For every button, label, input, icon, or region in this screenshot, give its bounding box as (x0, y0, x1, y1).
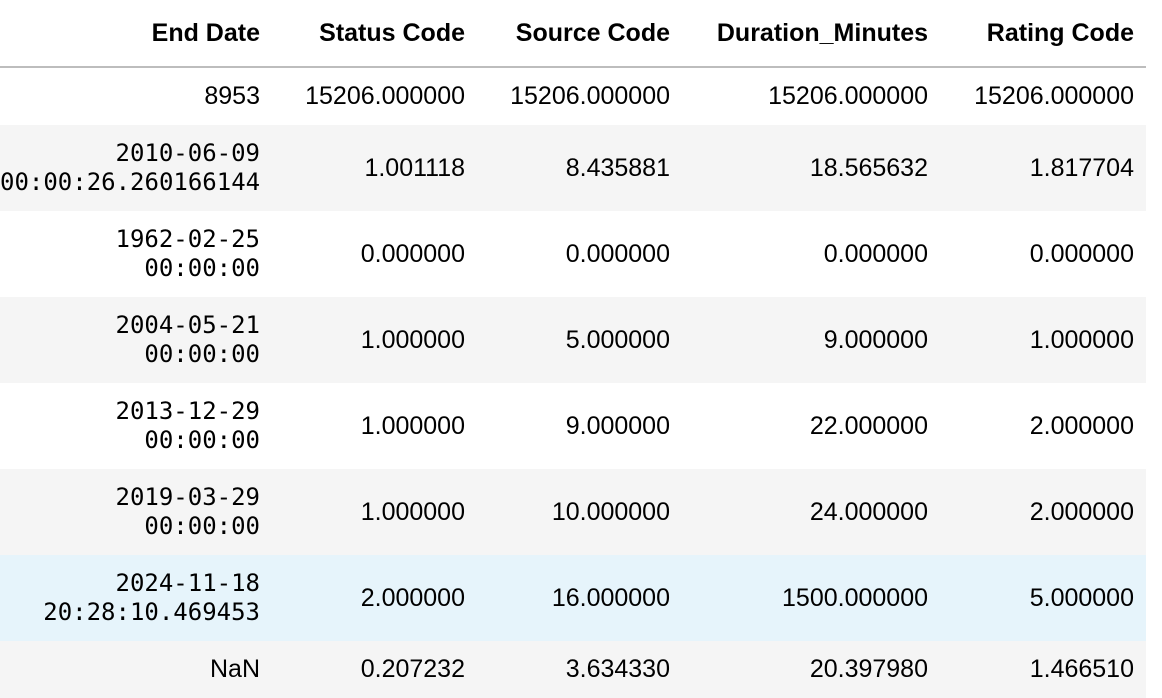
cell-duration-minutes: 0.000000 (823, 239, 928, 268)
cell-status-code: 1.000000 (360, 325, 465, 354)
cell-end-date: NaN (209, 655, 260, 683)
column-header-rating-code: Rating Code (940, 0, 1146, 68)
cell-duration-minutes: 15206.000000 (768, 82, 928, 110)
table-header: End Date Status Code Source Code Duratio… (0, 0, 1146, 68)
cell-end-date: 2013-12-29 00:00:00 (115, 397, 261, 454)
cell-duration-minutes: 20.397980 (809, 655, 928, 683)
cell-status-code: 15206.000000 (305, 82, 465, 110)
cell-rating-code: 1.000000 (1029, 325, 1134, 354)
cell-status-code: 0.207232 (360, 655, 465, 683)
table-row: 2019-03-29 00:00:00 1.000000 10.000000 2… (0, 469, 1146, 555)
cell-source-code: 0.000000 (565, 239, 670, 268)
column-header-status-code: Status Code (272, 0, 477, 68)
column-header-source-code: Source Code (477, 0, 682, 68)
table-row: 2004-05-21 00:00:00 1.000000 5.000000 9.… (0, 297, 1146, 383)
cell-rating-code: 15206.000000 (974, 82, 1134, 110)
cell-rating-code: 2.000000 (1029, 497, 1134, 526)
cell-status-code: 0.000000 (360, 239, 465, 268)
cell-status-code: 1.001118 (364, 153, 465, 182)
cell-status-code: 2.000000 (360, 583, 465, 612)
cell-source-code: 15206.000000 (510, 82, 670, 110)
table-row: NaN 0.207232 3.634330 20.397980 1.466510 (0, 641, 1146, 698)
cell-source-code: 16.000000 (551, 583, 670, 612)
table-row: 2010-06-09 00:00:26.260166144 1.001118 8… (0, 125, 1146, 211)
table-row-hovered: 2024-11-18 20:28:10.469453 2.000000 16.0… (0, 555, 1146, 641)
cell-end-date: 2004-05-21 00:00:00 (115, 311, 261, 368)
cell-rating-code: 1.466510 (1029, 655, 1134, 683)
cell-end-date: 1962-02-25 00:00:00 (115, 225, 261, 282)
table-row: 8953 15206.000000 15206.000000 15206.000… (0, 67, 1146, 125)
header-row: End Date Status Code Source Code Duratio… (0, 0, 1146, 68)
table-row: 2013-12-29 00:00:00 1.000000 9.000000 22… (0, 383, 1146, 469)
cell-source-code: 8.435881 (565, 153, 670, 182)
cell-source-code: 5.000000 (565, 325, 670, 354)
cell-rating-code: 2.000000 (1029, 411, 1134, 440)
cell-source-code: 3.634330 (565, 655, 670, 683)
cell-duration-minutes: 24.000000 (809, 497, 928, 526)
cell-duration-minutes: 22.000000 (809, 411, 928, 440)
cell-end-date: 8953 (204, 82, 260, 110)
table-row: 1962-02-25 00:00:00 0.000000 0.000000 0.… (0, 211, 1146, 297)
column-header-end-date: End Date (0, 0, 272, 68)
cell-rating-code: 5.000000 (1029, 583, 1134, 612)
table-body: 8953 15206.000000 15206.000000 15206.000… (0, 67, 1146, 698)
cell-end-date: 2010-06-09 00:00:26.260166144 (0, 139, 261, 196)
cell-rating-code: 0.000000 (1029, 239, 1134, 268)
cell-status-code: 1.000000 (360, 497, 465, 526)
cell-status-code: 1.000000 (360, 411, 465, 440)
cell-duration-minutes: 1500.000000 (782, 583, 928, 612)
cell-rating-code: 1.817704 (1029, 153, 1134, 182)
cell-duration-minutes: 9.000000 (823, 325, 928, 354)
cell-duration-minutes: 18.565632 (809, 153, 928, 182)
cell-source-code: 9.000000 (565, 411, 670, 440)
cell-source-code: 10.000000 (551, 497, 670, 526)
cell-end-date: 2019-03-29 00:00:00 (115, 483, 261, 540)
column-header-duration-minutes: Duration_Minutes (682, 0, 940, 68)
cell-end-date: 2024-11-18 20:28:10.469453 (43, 569, 260, 626)
